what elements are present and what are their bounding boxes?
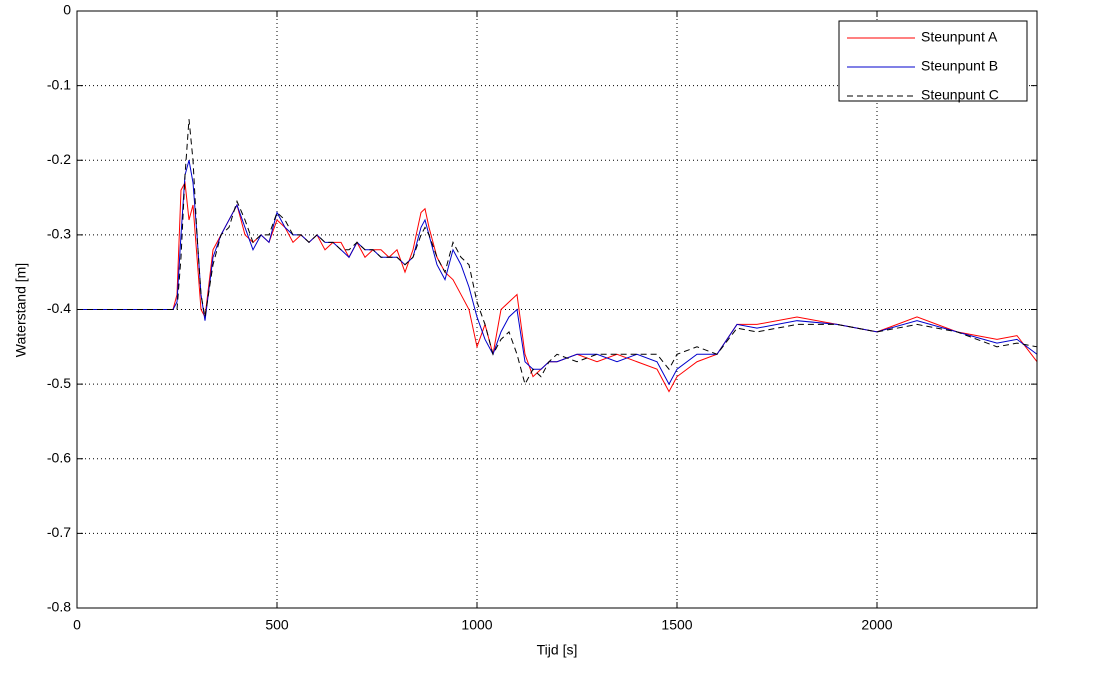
- x-tick-label: 1500: [661, 617, 692, 633]
- x-tick-label: 1000: [461, 617, 492, 633]
- x-tick-label: 2000: [861, 617, 892, 633]
- y-tick-label: -0.3: [47, 226, 71, 242]
- y-tick-label: -0.5: [47, 375, 71, 391]
- legend-label: Steunpunt B: [921, 58, 998, 74]
- axes-box: [76, 10, 1038, 609]
- y-tick-label: -0.2: [47, 151, 71, 167]
- y-tick-label: -0.7: [47, 524, 71, 540]
- series-line: [77, 119, 1038, 386]
- x-tick-label: 500: [265, 617, 289, 633]
- legend-label: Steunpunt A: [921, 29, 998, 45]
- legend-box: [838, 20, 1028, 102]
- x-tick-label: 0: [73, 617, 81, 633]
- y-tick-label: 0: [63, 2, 71, 18]
- x-axis-label: Tijd [s]: [537, 642, 578, 658]
- y-tick-label: -0.6: [47, 449, 71, 465]
- legend: Steunpunt A Steunpunt B Steunpunt C: [838, 20, 1028, 103]
- y-tick-label: -0.4: [47, 300, 71, 316]
- y-axis-label: Waterstand [m]: [13, 263, 29, 357]
- series-line: [77, 160, 1038, 386]
- y-tick-label: -0.8: [47, 599, 71, 615]
- legend-label: Steunpunt C: [921, 87, 999, 103]
- y-tick-label: -0.1: [47, 76, 71, 92]
